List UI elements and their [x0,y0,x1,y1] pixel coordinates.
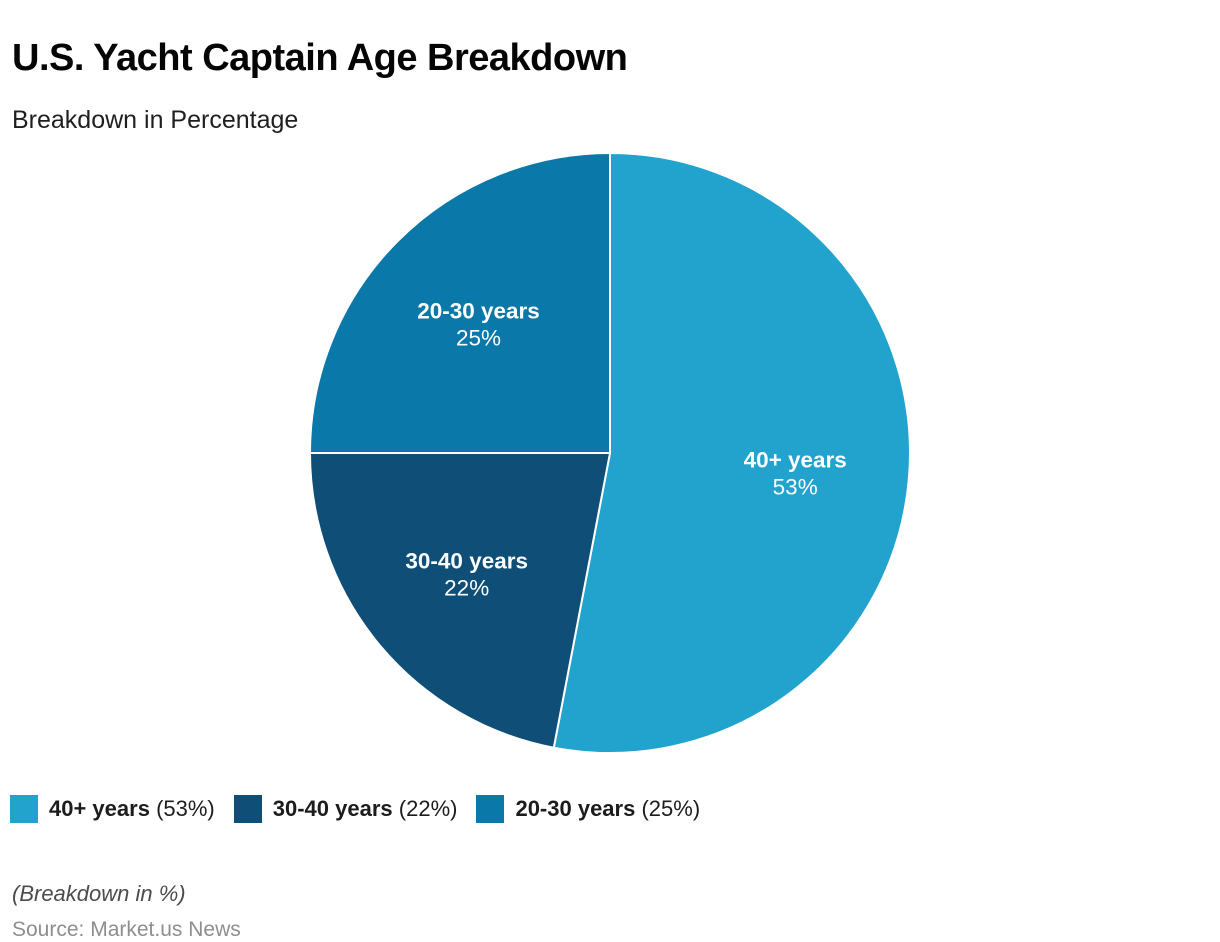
slice-value-30-40-years: 22% [444,576,489,601]
source-line: Source: Market.us News [12,918,241,941]
legend-label-value: (22%) [398,796,458,821]
legend-swatch-40-years [10,795,38,823]
footnote: (Breakdown in %) [12,881,186,906]
legend-label-value: (25%) [641,796,701,821]
slice-label-40-years: 40+ years [744,448,847,473]
slice-label-30-40-years: 30-40 years [405,549,528,574]
legend-swatch-20-30-years [476,795,505,823]
legend: 40+ years (53%) 30-40 years (22%) 20-30 … [10,795,700,823]
legend-item-30-40-years: 30-40 years (22%) [233,795,458,823]
legend-label-text: 30-40 years [272,796,393,821]
legend-swatch-30-40-years [233,795,262,823]
pie-chart: 40+ years 53% 30-40 years 22% 20-30 years 25% [300,143,920,763]
legend-label-30-40-years: 30-40 years (22%) [273,796,458,822]
pie-slice-20-30-years [309,152,611,454]
legend-label-value: (53%) [156,796,215,821]
legend-label-text: 20-30 years [515,796,636,821]
legend-item-40-years: 40+ years (53%) [10,795,215,823]
legend-label-20-30-years: 20-30 years (25%) [515,796,700,822]
chart-subtitle: Breakdown in Percentage [12,106,299,134]
legend-label-text: 40+ years [49,796,150,821]
slice-value-20-30-years: 25% [456,326,501,351]
pie-slice-40-years [552,152,911,754]
pie-slice-30-40-years [309,452,611,749]
legend-item-20-30-years: 20-30 years (25%) [476,795,700,823]
legend-label-40-years: 40+ years (53%) [49,796,215,822]
chart-title: U.S. Yacht Captain Age Breakdown [12,37,628,80]
slice-value-40-years: 53% [773,475,818,500]
slice-label-20-30-years: 20-30 years [417,299,540,324]
